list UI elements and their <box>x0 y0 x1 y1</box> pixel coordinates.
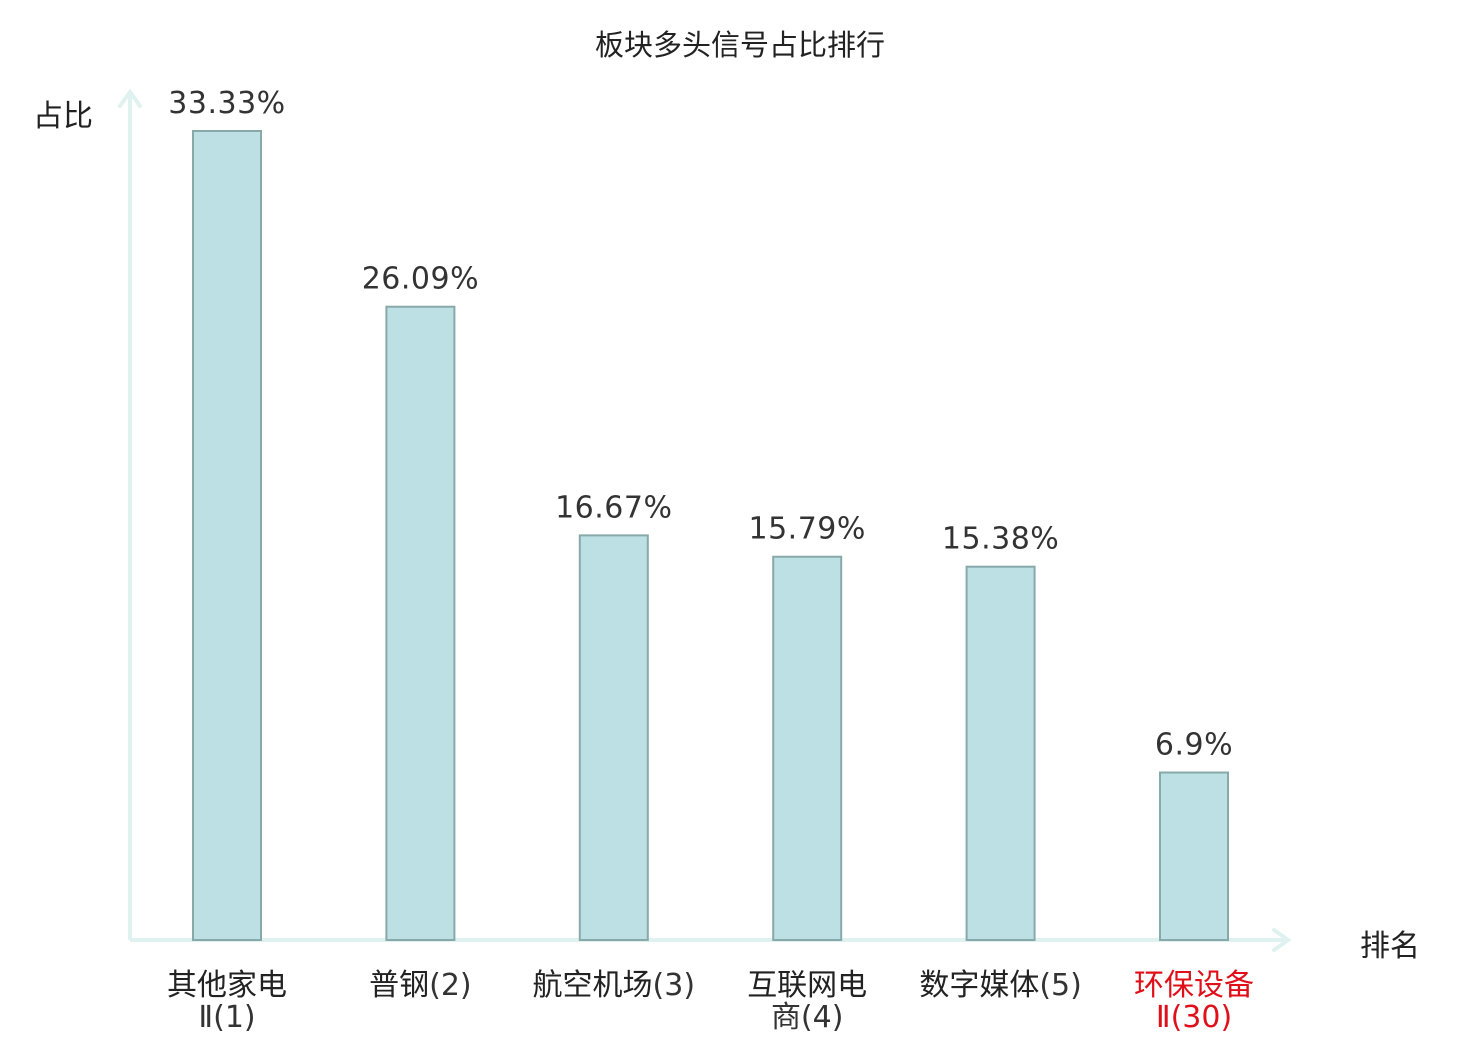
data-label-1: 33.33% <box>168 86 285 121</box>
x-axis-label: 排名 <box>1360 929 1420 964</box>
x-tick-label-5: 数字媒体(5) <box>919 968 1082 1003</box>
y-axis-label: 占比 <box>33 99 93 134</box>
x-axis-arrow-icon <box>1272 928 1292 952</box>
x-tick-name-2: 普钢 <box>369 968 429 1003</box>
x-tick-label-4: 互联网电商(4) <box>747 968 867 1035</box>
bar-6 <box>1159 771 1229 942</box>
data-label-5: 15.38% <box>942 522 1059 557</box>
x-tick-rank-6: Ⅱ(30) <box>1156 1000 1232 1035</box>
x-tick-label-6: 环保设备 Ⅱ(30) <box>1134 968 1254 1035</box>
x-tick-label-2: 普钢(2) <box>369 968 472 1003</box>
data-label-6: 6.9% <box>1155 728 1233 763</box>
data-label-3: 16.67% <box>555 490 672 525</box>
x-tick-rank-5: (5) <box>1039 968 1082 1003</box>
x-tick-name-5: 数字媒体 <box>919 968 1039 1003</box>
x-tick-name-6: 环保设备 <box>1134 968 1254 1003</box>
x-tick-rank-3: (3) <box>653 968 696 1003</box>
bar-2 <box>385 305 456 941</box>
x-tick-rank-2: (2) <box>429 968 472 1003</box>
x-tick-rank-4: 商(4) <box>771 1000 844 1035</box>
x-tick-label-3: 航空机场(3) <box>533 968 696 1003</box>
bar-5 <box>965 565 1036 941</box>
bars-layer <box>192 130 1229 942</box>
x-tick-name-4: 互联网电 <box>747 968 867 1003</box>
bar-3 <box>578 534 649 942</box>
labels-layer: 33.33% 其他家电 Ⅱ(1) 26.09% 普钢(2) 16.67% 航空机场(3) 15… <box>167 86 1254 1035</box>
x-tick-name-3: 航空机场 <box>533 968 653 1003</box>
axes-layer <box>118 88 1292 952</box>
bar-4 <box>772 555 843 942</box>
x-tick-name-1: 其他家电 <box>167 968 287 1003</box>
chart-title: 板块多头信号占比排行 <box>594 28 885 62</box>
data-label-2: 26.09% <box>362 262 479 297</box>
x-tick-rank-1: Ⅱ(1) <box>198 1000 255 1035</box>
x-tick-label-1: 其他家电 Ⅱ(1) <box>167 968 287 1035</box>
bar-1 <box>192 130 262 941</box>
data-label-4: 15.79% <box>749 512 866 547</box>
y-axis-arrow-icon <box>118 88 142 108</box>
